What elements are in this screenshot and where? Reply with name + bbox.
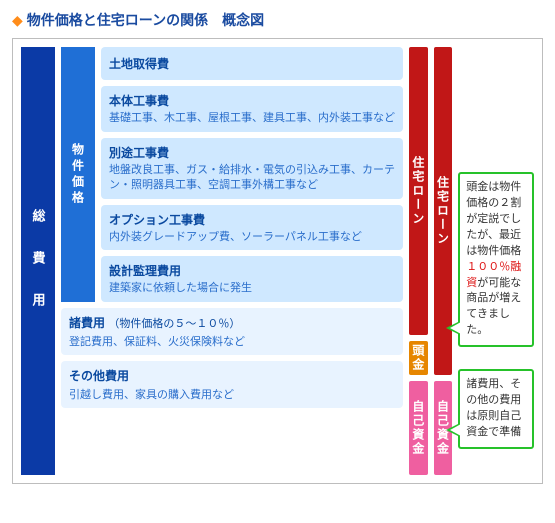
diagram-frame: 総 費 用 物件価格 土地取得費 本体工事費 基礎工事、木工事、屋根工事、建具工… [12,38,543,484]
other-fees: その他費用 引越し費用、家具の購入費用など [61,361,403,408]
loan-label: 住宅ローン [410,156,427,226]
item-sub: 地盤改良工事、ガス・給排水・電気の引込み工事、カーテン・照明器具工事、空調工事外… [109,163,395,193]
note-own-funds: 諸費用、その他の費用は原則自己資金で準備 [458,369,534,449]
right-col-1: 住宅ローン 頭金 自己資金 [409,47,428,475]
item-land: 土地取得費 [101,47,403,80]
property-price-label: 物件価格 [70,143,87,207]
note-a-pre: 頭金は物件価格の２割が定説でしたが、最近は物件価格 [466,181,521,257]
note-downpayment: 頭金は物件価格の２割が定説でしたが、最近は物件価格１００％融資が可能な商品が増え… [458,172,534,347]
title-row: ◆ 物件価格と住宅ローンの関係 概念図 [12,10,543,30]
notes-column: 頭金は物件価格の２割が定説でしたが、最近は物件価格１００％融資が可能な商品が増え… [458,47,534,475]
item-heading: 別途工事費 [109,144,395,161]
item-additional-construction: 別途工事費 地盤改良工事、ガス・給排水・電気の引込み工事、カーテン・照明器具工事… [101,138,403,199]
item-design-supervision: 設計監理費用 建築家に依頼した場合に発生 [101,256,403,302]
diamond-icon: ◆ [12,12,23,29]
other-sub: 引越し費用、家具の購入費用など [69,386,395,402]
item-heading: オプション工事費 [109,211,395,228]
total-cost-label: 総 費 用 [29,209,48,314]
item-sub: 建築家に依頼した場合に発生 [109,281,395,296]
misc-sub: 登記費用、保証料、火災保険料など [69,333,395,349]
item-heading: 土地取得費 [109,55,395,72]
loan-label: 住宅ローン [434,176,451,246]
item-heading: 設計監理費用 [109,262,395,279]
downpayment-bar: 頭金 [409,341,428,375]
loan-bar-1: 住宅ローン [409,47,428,335]
other-heading: その他費用 [69,367,395,384]
price-items: 土地取得費 本体工事費 基礎工事、木工事、屋根工事、建具工事、内外装工事など 別… [101,47,403,302]
note-b-text: 諸費用、その他の費用は原則自己資金で準備 [466,378,521,438]
item-heading: 本体工事費 [109,92,395,109]
misc-hd-text: 諸費用 [69,316,105,330]
item-option-construction: オプション工事費 内外装グレードアップ費、ソーラーパネル工事など [101,205,403,251]
right-col-2: 住宅ローン 自己資金 [434,47,453,475]
item-sub: 内外装グレードアップ費、ソーラーパネル工事など [109,230,395,245]
own-funds-bar-1: 自己資金 [409,381,428,475]
middle-column: 物件価格 土地取得費 本体工事費 基礎工事、木工事、屋根工事、建具工事、内外装工… [61,47,403,475]
total-cost-bar: 総 費 用 [21,47,55,475]
item-main-construction: 本体工事費 基礎工事、木工事、屋根工事、建具工事、内外装工事など [101,86,403,132]
item-sub: 基礎工事、木工事、屋根工事、建具工事、内外装工事など [109,111,395,126]
misc-pct: （物件価格の５～１０％） [108,318,240,330]
downpayment-label: 頭金 [410,344,427,372]
misc-heading: 諸費用 （物件価格の５～１０％） [69,314,395,331]
chart-title: 物件価格と住宅ローンの関係 概念図 [27,10,264,30]
misc-fees: 諸費用 （物件価格の５～１０％） 登記費用、保証料、火災保険料など [61,308,403,355]
own-funds-label: 自己資金 [410,400,427,456]
property-price-bar: 物件価格 [61,47,95,302]
